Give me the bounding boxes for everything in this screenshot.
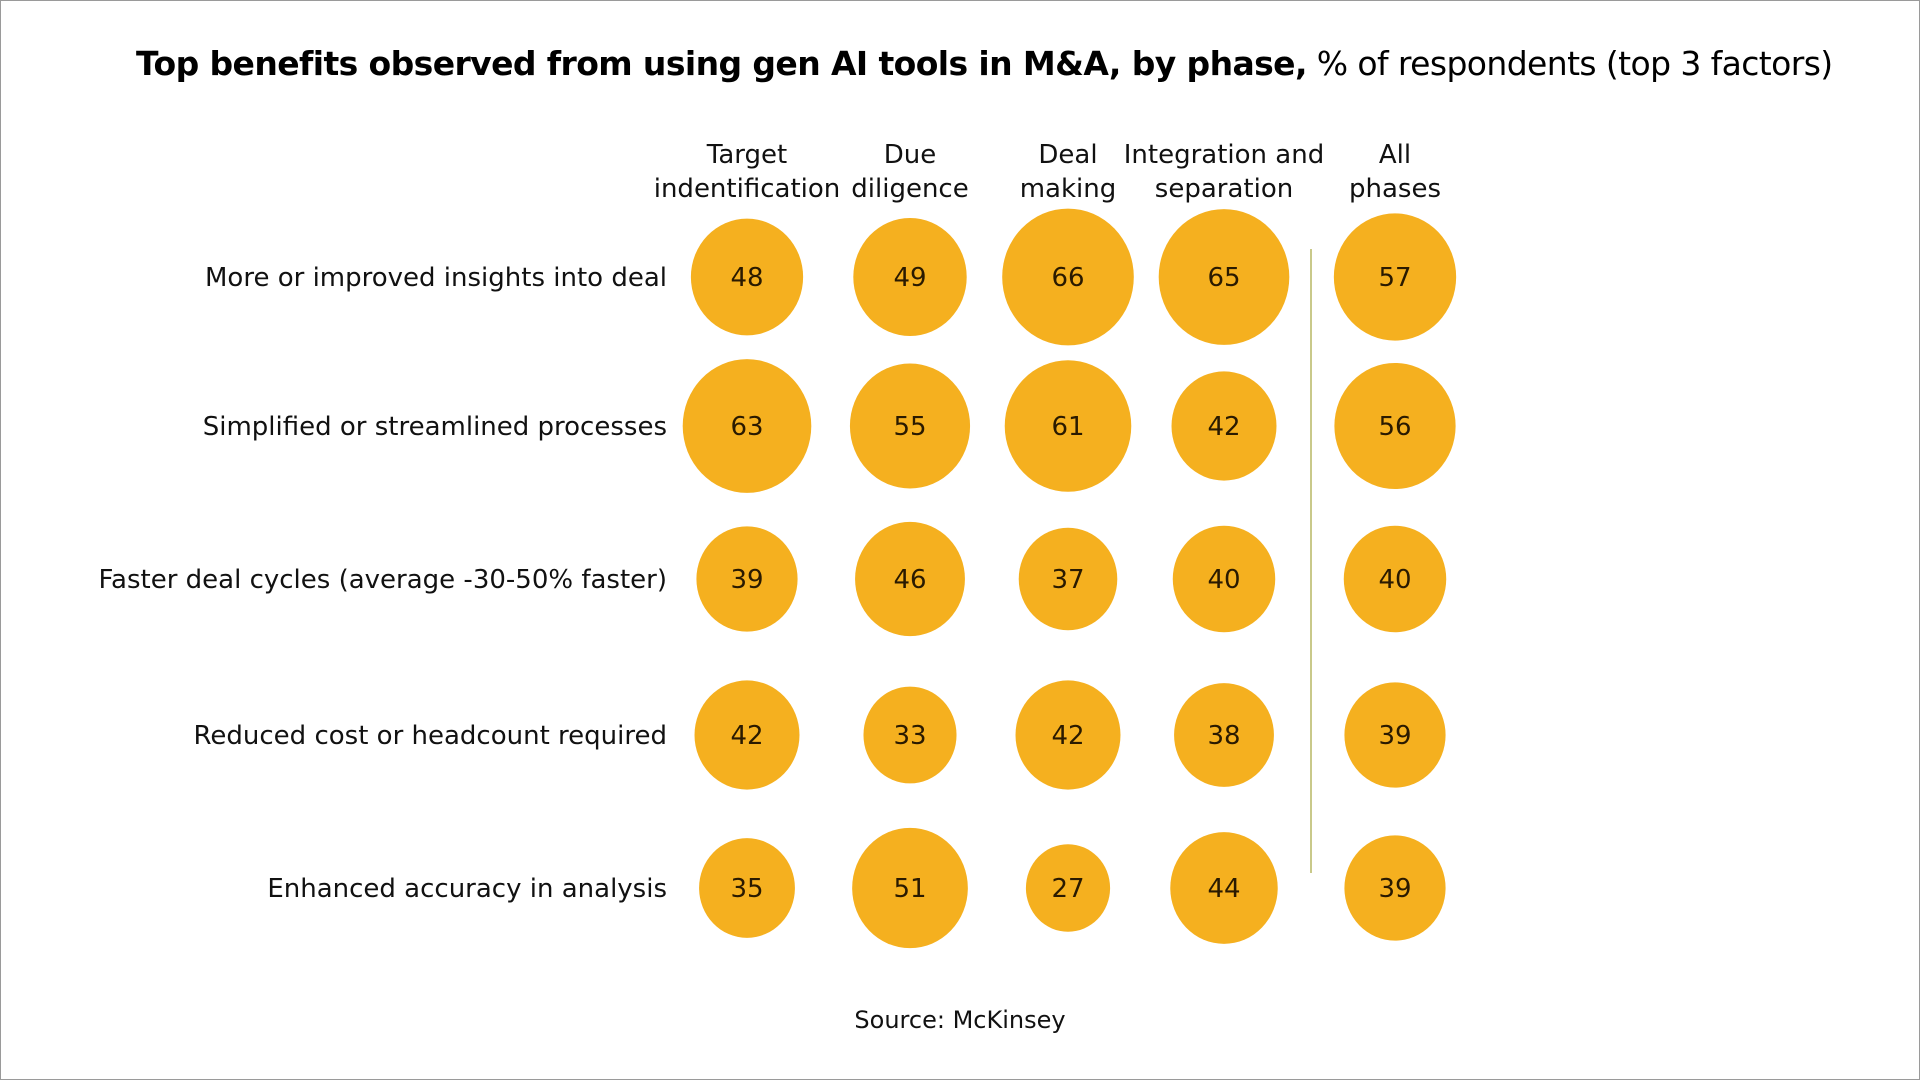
bubble-value: 42	[1207, 412, 1240, 442]
bubble	[1170, 832, 1278, 944]
bubble-value: 39	[1378, 874, 1411, 904]
column-header: diligence	[851, 174, 968, 204]
bubble	[694, 680, 800, 790]
bubble-value: 56	[1378, 412, 1411, 442]
title-regular: % of respondents (top 3 factors)	[1306, 44, 1833, 83]
bubble-value: 65	[1207, 263, 1240, 293]
column-header: phases	[1349, 174, 1441, 204]
bubble-value: 37	[1051, 565, 1084, 595]
bubble-value: 63	[730, 412, 763, 442]
bubble-value: 38	[1207, 721, 1240, 751]
bubble	[1344, 682, 1446, 788]
row-label: Simplified or streamlined processes	[203, 412, 667, 442]
bubble-value: 27	[1051, 874, 1084, 904]
bubble-value: 61	[1051, 412, 1084, 442]
bubble-value: 48	[730, 263, 763, 293]
row-label: Faster deal cycles (average -30-50% fast…	[98, 565, 667, 595]
bubble	[1172, 525, 1276, 633]
bubble-value: 40	[1378, 565, 1411, 595]
column-header: Due	[884, 140, 937, 170]
column-header: indentification	[654, 174, 841, 204]
column-header: Target	[706, 140, 787, 170]
bubble	[1343, 525, 1447, 633]
bubble-value: 39	[730, 565, 763, 595]
bubble	[853, 218, 967, 336]
bubble	[863, 686, 957, 784]
column-header: making	[1020, 174, 1117, 204]
bubble-value: 33	[893, 721, 926, 751]
bubble	[1004, 360, 1132, 492]
column-header: separation	[1155, 174, 1293, 204]
bubble-value: 66	[1051, 263, 1084, 293]
bubble	[690, 218, 804, 336]
bubble-value: 42	[1051, 721, 1084, 751]
chart-title: Top benefits observed from using gen AI …	[136, 44, 1833, 83]
bubble	[852, 827, 968, 949]
bubble-value: 42	[730, 721, 763, 751]
bubble-value: 55	[893, 412, 926, 442]
bubble	[682, 359, 812, 493]
bubble	[849, 363, 971, 489]
row-label: Reduced cost or headcount required	[194, 721, 667, 751]
bubble-value: 46	[893, 565, 926, 595]
bubble-value: 44	[1207, 874, 1240, 904]
row-label: More or improved insights into deal	[205, 263, 667, 293]
bubble-value: 40	[1207, 565, 1240, 595]
bubble	[1158, 209, 1290, 345]
bubble	[696, 526, 798, 632]
bubble	[1333, 213, 1457, 341]
source-note: Source: McKinsey	[854, 1006, 1066, 1034]
bubble	[1002, 208, 1134, 346]
bubble	[1334, 362, 1456, 490]
title-bold: Top benefits observed from using gen AI …	[136, 44, 1307, 83]
bubble	[1344, 835, 1446, 941]
column-header: All	[1379, 140, 1411, 170]
bubble	[699, 838, 795, 938]
bubble	[855, 521, 965, 637]
row-label: Enhanced accuracy in analysis	[267, 874, 667, 904]
bubble-value: 57	[1378, 263, 1411, 293]
column-header: Integration and	[1124, 140, 1324, 170]
bubble-value: 49	[893, 263, 926, 293]
bubble	[1018, 527, 1118, 631]
bubble	[1025, 844, 1111, 932]
bubble	[1174, 683, 1274, 787]
bubble-value: 39	[1378, 721, 1411, 751]
bubble-value: 35	[730, 874, 763, 904]
bubble-value: 51	[893, 874, 926, 904]
bubble	[1015, 680, 1121, 790]
column-header: Deal	[1038, 140, 1097, 170]
bubble	[1171, 371, 1277, 481]
